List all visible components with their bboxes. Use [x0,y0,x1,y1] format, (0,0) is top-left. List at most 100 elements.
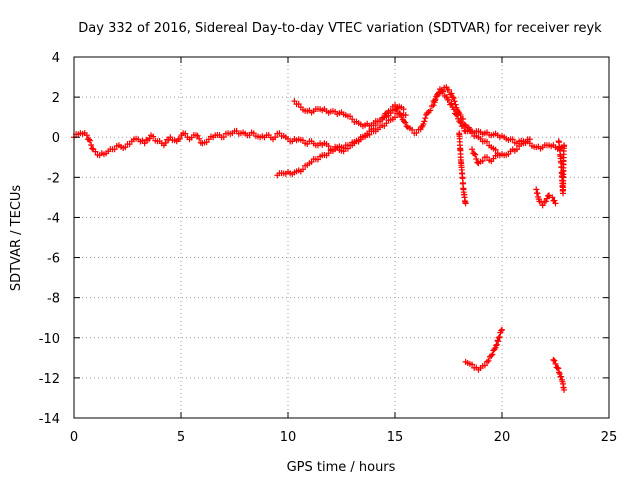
data-point [469,361,476,368]
data-point [479,157,486,164]
data-point [89,145,96,152]
data-point [494,337,501,344]
data-point [471,150,478,157]
data-point [460,116,467,123]
data-point [455,108,462,115]
y-tick-label: -2 [47,171,60,186]
y-tick-label: -10 [39,332,60,347]
data-point [498,327,505,334]
data-point [533,186,540,193]
data-point [485,357,492,364]
data-point [196,135,203,142]
data-point [85,136,92,143]
chart-title: Day 332 of 2016, Sidereal Day-to-day VTE… [78,21,602,36]
data-point [150,133,157,140]
data-point [403,123,410,130]
data-point [534,190,541,197]
data-point [484,138,491,145]
data-point [558,373,565,380]
data-point [549,194,556,201]
data-point [461,121,468,128]
data-point [445,96,452,103]
data-point [550,356,557,363]
data-point [495,334,502,341]
data-point [448,90,455,97]
data-point [439,88,446,95]
data-point [162,139,169,146]
data-point [493,342,500,349]
data-point [551,357,558,364]
data-point [272,134,279,141]
x-tick-label: 15 [387,430,404,445]
x-tick-label: 5 [177,430,185,445]
data-point [460,179,467,186]
data-point [402,112,409,119]
data-point [427,107,434,114]
data-point [409,126,416,133]
data-point [484,154,491,161]
data-point [392,114,398,121]
data-point [472,151,479,158]
x-tick-label: 25 [601,430,618,445]
data-point [422,115,429,122]
data-point [462,200,469,207]
data-point [418,124,425,131]
data-point [182,130,189,137]
data-point [561,386,568,393]
data-point [295,101,302,108]
y-tick-label: 4 [52,51,60,66]
data-point [561,142,568,149]
data-point [551,197,558,204]
data-point [314,156,321,163]
data-point [400,106,407,113]
data-point [432,97,439,104]
data-point [457,112,464,119]
y-tick-label: 2 [52,91,60,106]
data-point [445,86,452,93]
data-point [141,140,148,147]
data-point [465,124,472,131]
data-point [83,132,90,139]
data-point [552,360,559,367]
data-point [494,152,501,159]
data-point [88,141,95,148]
data-point [450,95,457,102]
data-point [387,110,394,117]
data-point [87,137,94,144]
plot-frame [73,56,610,419]
data-point [92,148,99,155]
data-point [513,146,520,153]
data-point [452,101,459,108]
y-tick-label: -4 [47,211,60,226]
data-point [377,118,384,125]
data-point [220,134,227,141]
data-point [402,119,409,126]
y-tick-label: 0 [52,131,60,146]
y-tick-label: -12 [39,372,60,387]
data-point [542,198,549,205]
data-point [111,146,118,153]
x-tick-label: 20 [494,430,511,445]
y-tick-label: -14 [39,412,60,427]
data-point [526,136,533,143]
data-point [473,155,480,162]
data-point [489,351,496,358]
data-point [539,202,546,209]
data-point [492,146,499,153]
y-tick-label: -6 [47,252,60,267]
x-tick-label: 10 [280,430,297,445]
data-point [555,365,562,372]
data-point [299,166,306,173]
y-axis-label: SDTVAR / TECUs [9,185,24,292]
y-tick-label: -8 [47,292,60,307]
data-point [481,362,488,369]
data-point [122,144,129,151]
data-points [71,84,568,393]
data-point [291,98,298,105]
axes: 0 5 10 15 20 25 -14 -12 -10 -8 -6 -4 -2 0 2 4 [39,51,618,445]
x-axis-label: GPS time / hours [287,460,396,475]
data-point [413,130,420,137]
data-point [546,192,553,199]
data-point [495,338,502,345]
